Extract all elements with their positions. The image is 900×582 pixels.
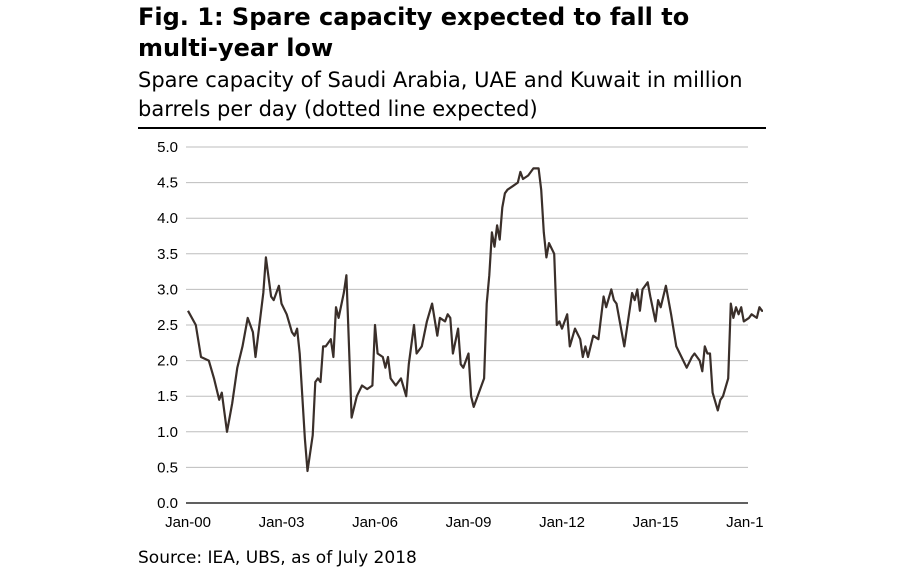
y-tick-labels: 0.0 0.5 1.0 1.5 2.0 2.5 3.0 3.5 4.0 4.5 5.0 <box>157 139 178 512</box>
y-tick-label: 4.5 <box>157 175 178 192</box>
chart-subtitle: Spare capacity of Saudi Arabia, UAE and … <box>138 68 743 121</box>
y-tick-label: 4.0 <box>157 210 178 227</box>
x-tick-label: Jan-09 <box>446 514 492 531</box>
y-tick-label: 1.5 <box>157 388 178 405</box>
series-lines <box>187 167 763 473</box>
chart-title: Fig. 1: Spare capacity expected to fall … <box>138 3 690 62</box>
x-tick-label: Jan-00 <box>165 514 211 531</box>
y-tick-label: 0.0 <box>157 495 178 512</box>
x-tick-label: Jan-18 <box>726 514 763 531</box>
y-tick-label: 2.5 <box>157 317 178 334</box>
spare-capacity-series-line <box>187 167 763 473</box>
x-tick-labels: Jan-00 Jan-03 Jan-06 Jan-09 Jan-12 Jan-15 Jan-… <box>165 514 763 531</box>
x-tick-label: Jan-03 <box>259 514 305 531</box>
y-tick-label: 3.0 <box>157 281 178 298</box>
y-tick-label: 5.0 <box>157 139 178 156</box>
y-tick-label: 0.5 <box>157 459 178 476</box>
x-tick-label: Jan-15 <box>633 514 679 531</box>
y-tick-label: 1.0 <box>157 424 178 441</box>
x-tick-label: Jan-12 <box>539 514 585 531</box>
y-tick-label: 2.0 <box>157 353 178 370</box>
source-note: Source: IEA, UBS, as of July 2018 <box>138 548 417 568</box>
title-rule <box>138 127 766 129</box>
x-tick-label: Jan-06 <box>352 514 398 531</box>
line-chart: 0.0 0.5 1.0 1.5 2.0 2.5 3.0 3.5 4.0 4.5 5.0 Jan-00… <box>157 139 763 531</box>
y-gridlines <box>186 146 748 504</box>
y-tick-label: 3.5 <box>157 246 178 263</box>
